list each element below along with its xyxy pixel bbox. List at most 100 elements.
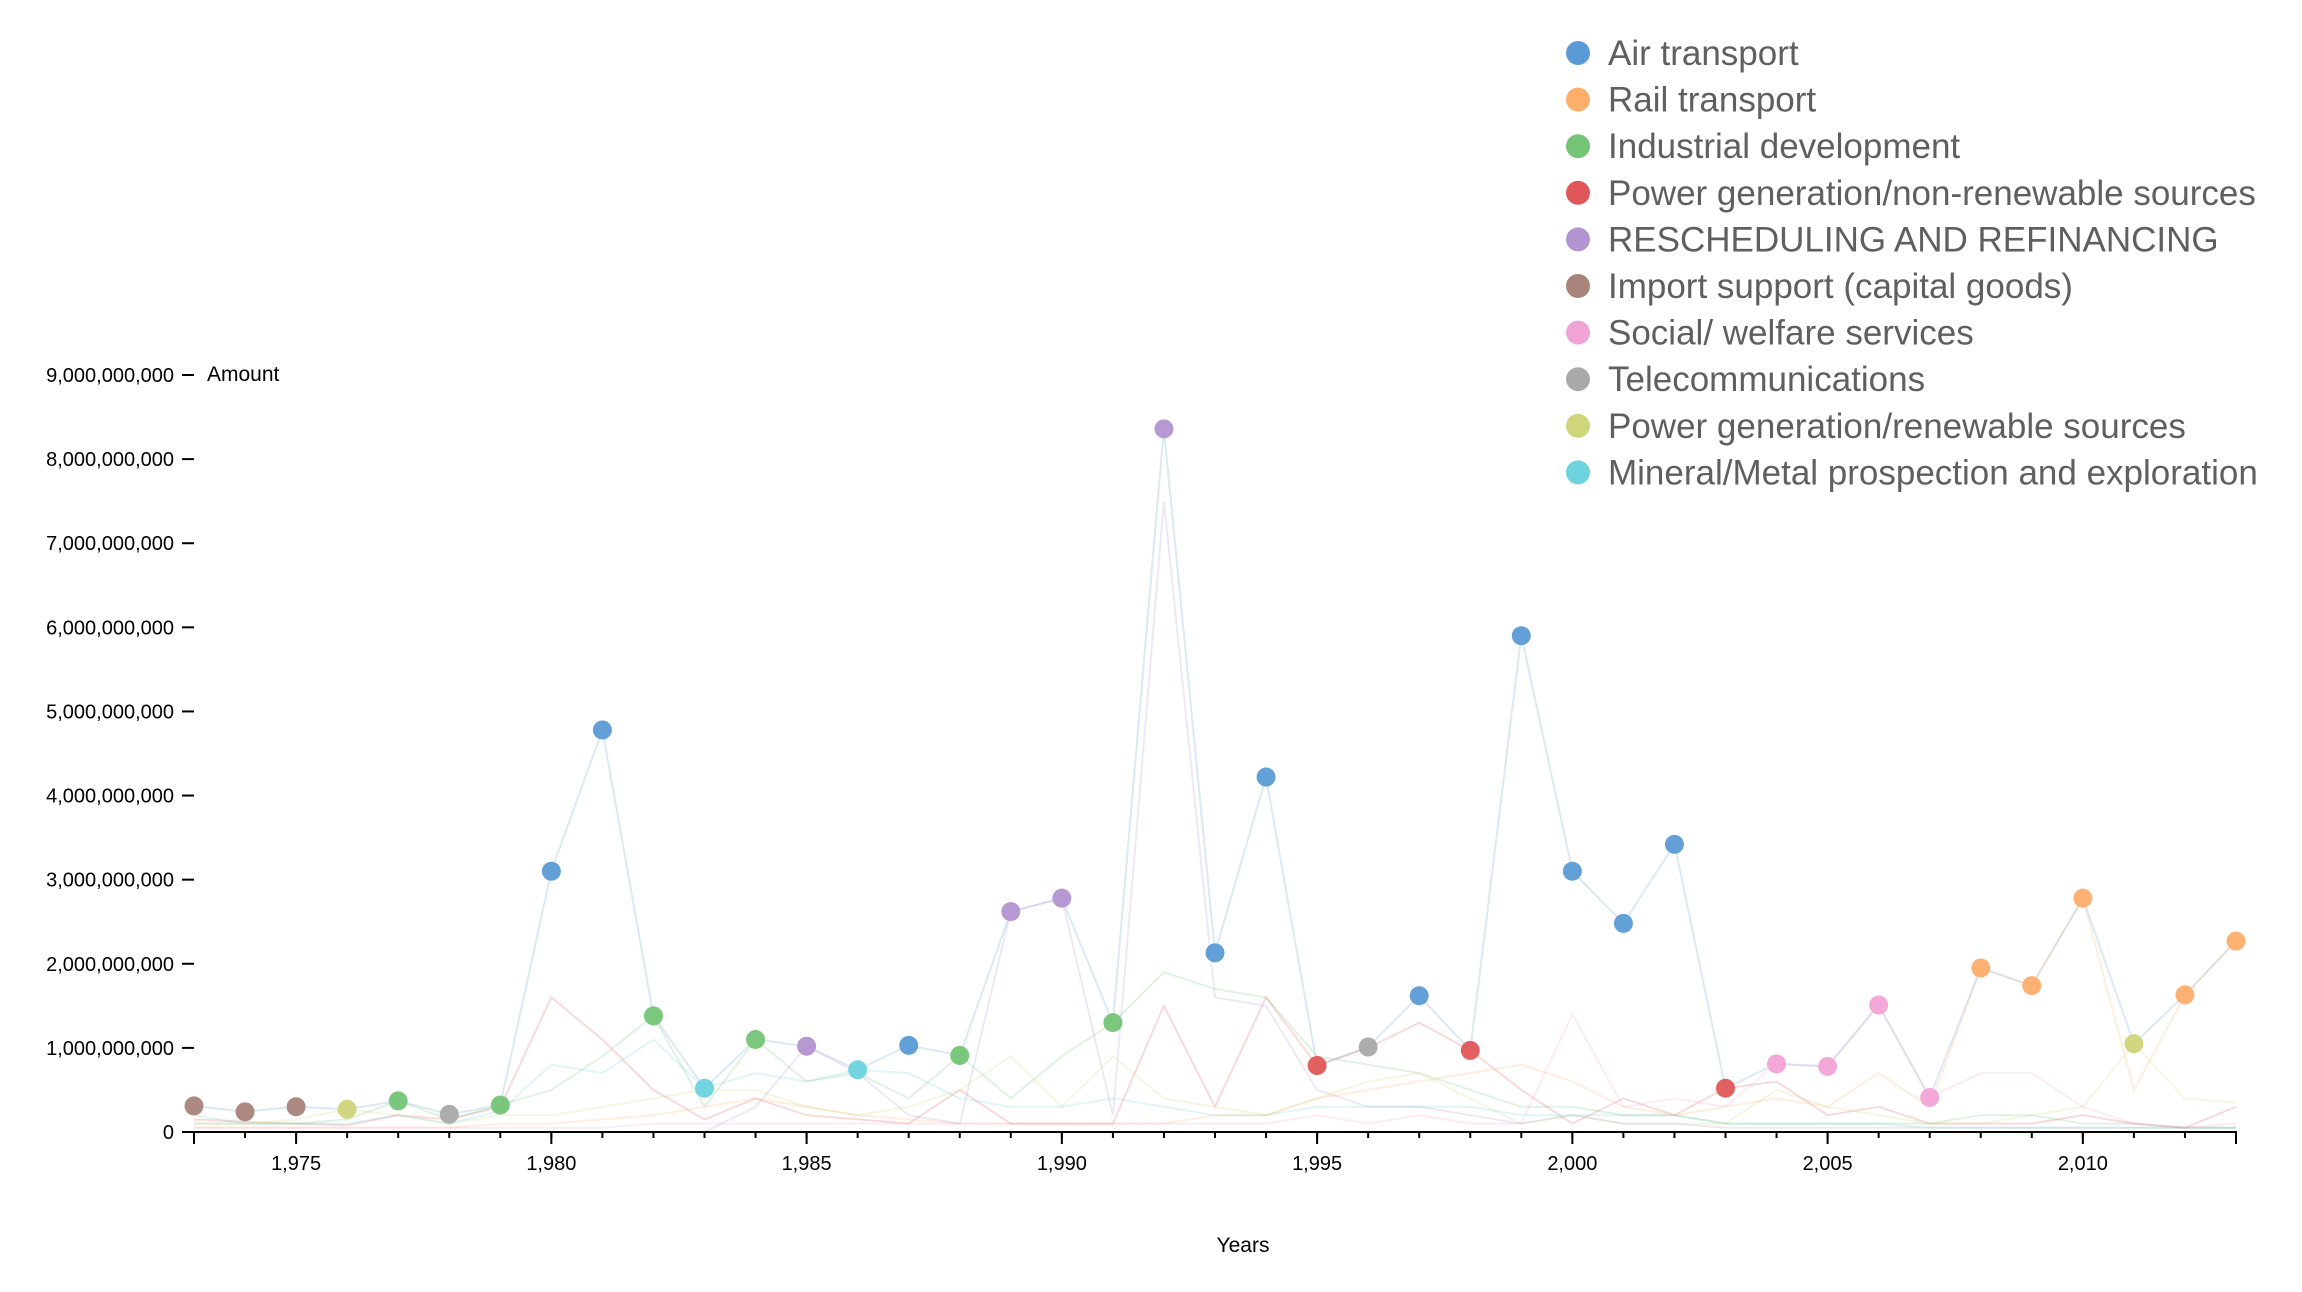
legend-label: Telecommunications [1608, 360, 1925, 399]
x-tick-label: 2,000 [1547, 1153, 1597, 1175]
x-tick-label: 2,010 [2058, 1153, 2108, 1175]
data-point-1998 [1460, 1040, 1480, 1060]
legend-swatch [1566, 180, 1590, 205]
background-line-2 [194, 501, 2236, 1133]
legend-item: RESCHEDULING AND REFINANCING [1566, 220, 2219, 259]
data-point-2006 [1869, 995, 1889, 1015]
data-point-2003 [1716, 1078, 1735, 1098]
data-point-1975 [286, 1097, 306, 1117]
data-point-1986 [848, 1060, 868, 1080]
data-point-1973 [184, 1096, 204, 1116]
data-point-2000 [1562, 861, 1582, 881]
y-tick: 2,000,000,000 [46, 954, 194, 976]
y-tick: 9,000,000,000 [46, 365, 194, 387]
y-tick-label: 6,000,000,000 [46, 617, 174, 639]
x-tick: 1,985 [782, 1132, 832, 1175]
data-point-2002 [1664, 834, 1684, 854]
data-point-1977 [388, 1091, 408, 1111]
x-axis: 1,975 1,980 1,985 1,990 1,995 2,000 2,005 2,010 [193, 1131, 2237, 1175]
legend-label: Rail transport [1608, 81, 1816, 120]
y-tick-label: 4,000,000,000 [46, 786, 174, 808]
legend-swatch [1566, 460, 1590, 485]
x-tick: 2,005 [1803, 1132, 1853, 1175]
data-point-1993 [1205, 943, 1225, 963]
background-line-6 [194, 1042, 2237, 1125]
background-line-4 [194, 971, 2236, 1129]
y-tick: 7,000,000,000 [46, 533, 194, 555]
legend-swatch [1566, 134, 1590, 159]
data-point-2011 [2124, 1034, 2144, 1054]
legend-label: Air transport [1608, 34, 1799, 73]
background-line-3 [193, 1038, 2236, 1129]
background-line-0 [193, 428, 2237, 1116]
legend-item: Industrial development [1566, 127, 1960, 166]
legend-item: Rail transport [1566, 81, 1816, 120]
data-point-1984 [746, 1029, 766, 1049]
data-point-2010 [2073, 888, 2093, 908]
legend-swatch [1566, 41, 1590, 65]
data-point-1990 [1052, 888, 1072, 908]
data-point-1994 [1256, 767, 1276, 787]
data-point-1985 [797, 1036, 817, 1056]
background-line-7 [194, 1003, 2237, 1129]
legend-swatch [1566, 367, 1590, 392]
legend-swatch [1566, 413, 1590, 438]
background-lines [193, 428, 2237, 1133]
data-point-2004 [1767, 1054, 1787, 1074]
x-tick: 1,995 [1292, 1132, 1342, 1175]
x-tick: 1,975 [271, 1132, 321, 1175]
legend-label: RESCHEDULING AND REFINANCING [1608, 220, 2219, 259]
legend-item: Import support (capital goods) [1566, 267, 2073, 306]
legend-swatch [1566, 274, 1590, 298]
y-tick-label: 1,000,000,000 [46, 1038, 174, 1060]
legend-swatch [1566, 227, 1590, 252]
data-point-1979 [490, 1095, 510, 1115]
data-point-1976 [337, 1099, 357, 1119]
y-tick: 0 [163, 1122, 194, 1144]
x-tick-label: 1,985 [782, 1153, 832, 1175]
data-points [184, 419, 2246, 1124]
legend-label: Industrial development [1608, 127, 1960, 166]
y-axis-title: Amount [207, 363, 280, 386]
data-point-2012 [2175, 985, 2195, 1005]
data-point-2005 [1818, 1056, 1838, 1076]
legend-item: Mineral/Metal prospection and exploratio… [1566, 453, 2258, 492]
legend: Air transport Rail transport Industrial de… [1566, 34, 2258, 492]
y-tick: 3,000,000,000 [46, 870, 194, 892]
legend-item: Telecommunications [1566, 360, 1925, 399]
y-tick-label: 5,000,000,000 [46, 701, 174, 723]
data-point-1997 [1409, 986, 1429, 1006]
legend-label: Power generation/non-renewable sources [1608, 174, 2256, 213]
data-point-2009 [2022, 976, 2042, 996]
data-point-1982 [643, 1006, 663, 1026]
data-point-1974 [235, 1102, 255, 1122]
background-line-5 [194, 895, 2237, 1129]
data-point-1988 [950, 1045, 970, 1065]
y-tick-label: 9,000,000,000 [46, 365, 174, 387]
x-tick-label: 1,975 [271, 1153, 321, 1175]
legend-label: Social/ welfare services [1608, 314, 1974, 353]
y-tick-label: 2,000,000,000 [46, 954, 174, 976]
y-tick: 6,000,000,000 [46, 617, 194, 639]
data-point-1999 [1511, 626, 1531, 646]
data-point-2001 [1613, 913, 1633, 933]
background-line-1 [193, 995, 2237, 1129]
x-tick: 1,990 [1037, 1132, 1087, 1175]
y-tick: 5,000,000,000 [46, 701, 194, 723]
y-tick-label: 7,000,000,000 [46, 533, 174, 555]
data-point-1995 [1307, 1056, 1327, 1076]
x-tick: 2,010 [2058, 1132, 2108, 1175]
y-tick-label: 0 [163, 1122, 174, 1144]
data-point-2008 [1971, 958, 1991, 978]
data-point-1992 [1154, 419, 1174, 439]
legend-item: Power generation/renewable sources [1566, 407, 2186, 446]
data-point-1996 [1358, 1037, 1378, 1057]
legend-label: Import support (capital goods) [1608, 267, 2073, 306]
data-point-1991 [1103, 1013, 1123, 1033]
data-point-1987 [899, 1035, 919, 1055]
data-point-1983 [695, 1078, 714, 1098]
data-point-1981 [592, 720, 612, 740]
x-tick: 1,980 [526, 1132, 576, 1175]
data-point-2007 [1920, 1088, 1940, 1108]
